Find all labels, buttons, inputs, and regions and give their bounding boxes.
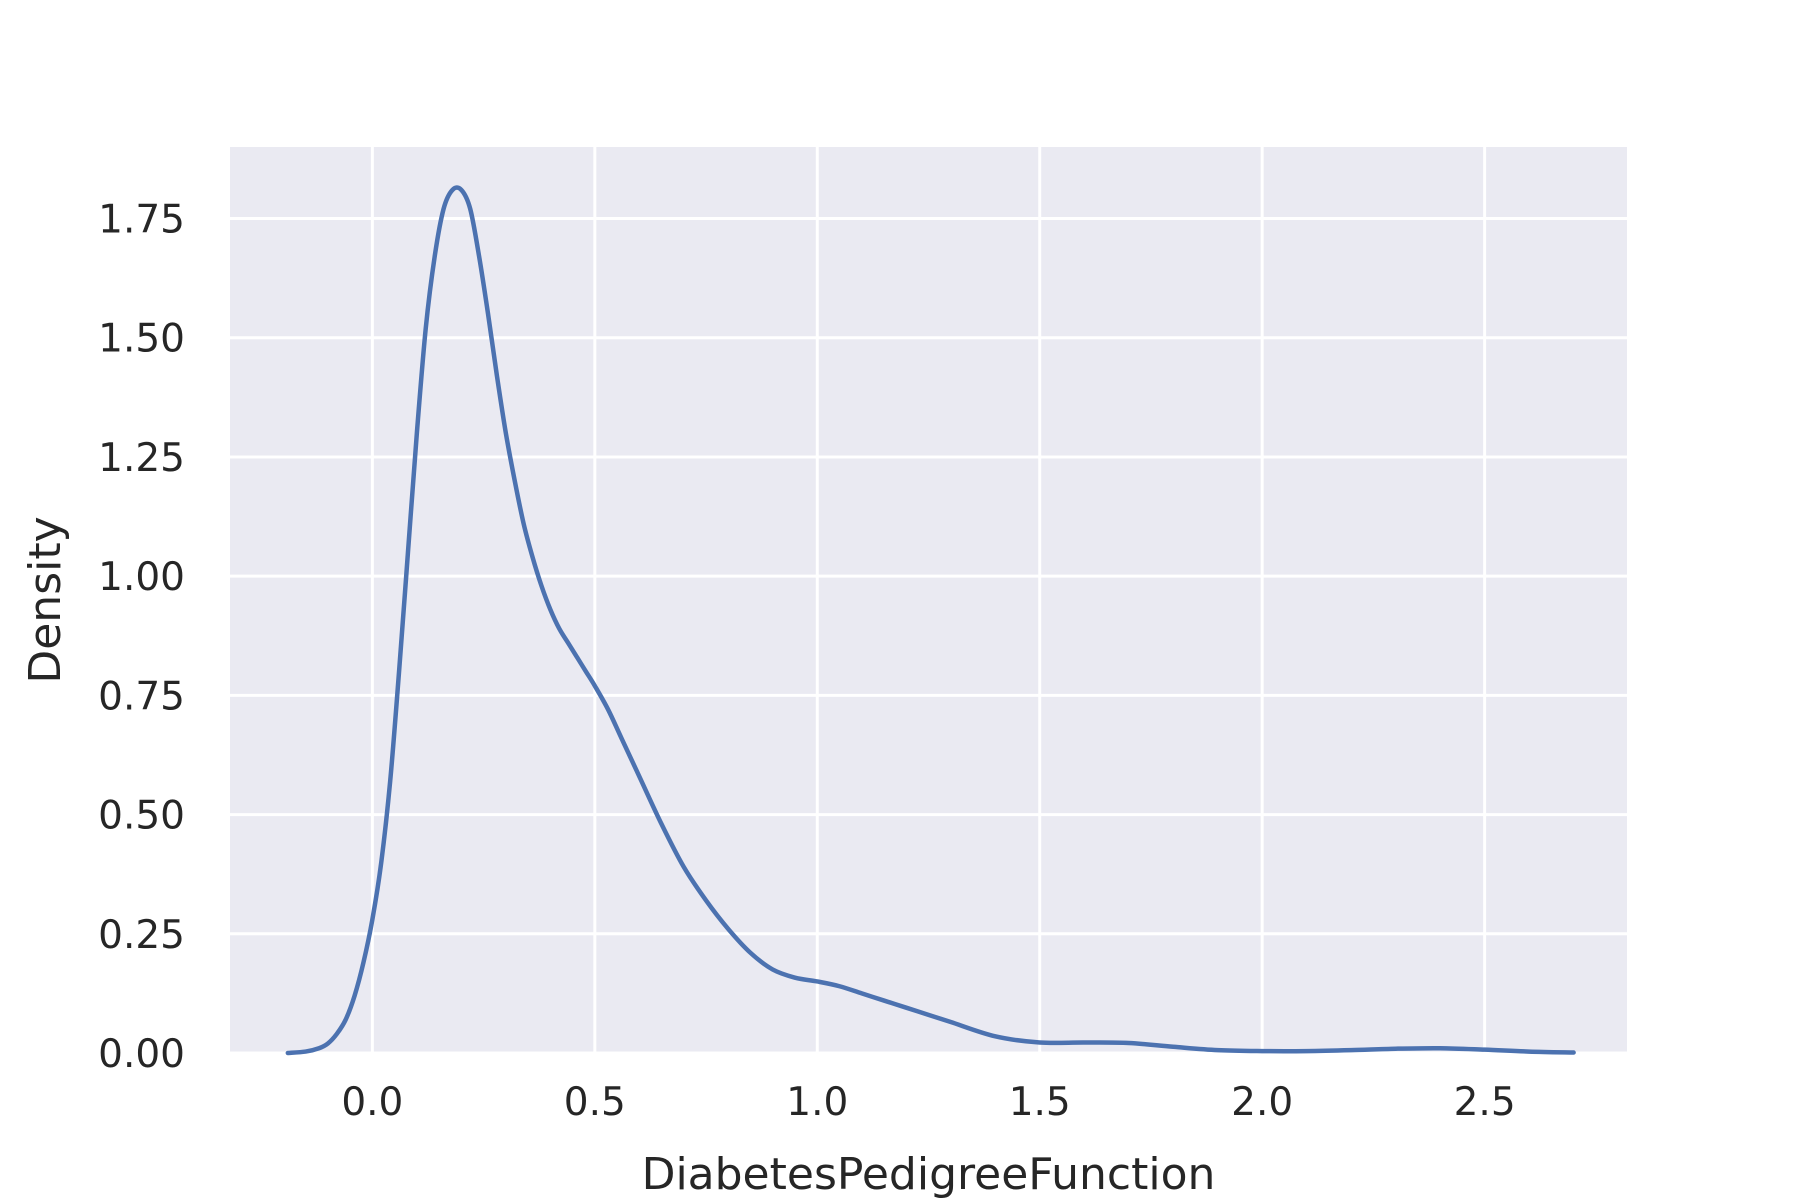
tick-labels: 0.0 0.5 1.0 1.5 2.0 2.5 0.00 0.25 0.50 0.75 1.00 1.…: [98, 198, 1515, 1125]
x-tick-label: 2.0: [1231, 1080, 1293, 1125]
y-tick-label: 0.50: [98, 794, 185, 839]
y-tick-label: 0.25: [98, 913, 185, 958]
y-tick-label: 0.75: [98, 674, 185, 719]
plot-area: [230, 147, 1627, 1053]
x-tick-label: 0.0: [341, 1080, 403, 1125]
y-tick-label: 1.00: [98, 555, 185, 600]
x-tick-label: 1.0: [786, 1080, 848, 1125]
y-tick-label: 1.50: [98, 317, 185, 362]
density-curve: [285, 185, 1576, 1056]
x-tick-label: 2.5: [1454, 1080, 1516, 1125]
y-axis-label: Density: [20, 516, 71, 683]
y-tick-label: 0.00: [98, 1032, 185, 1077]
grid-lines: [230, 147, 1627, 1055]
y-tick-label: 1.25: [98, 436, 185, 481]
x-tick-label: 0.5: [564, 1080, 626, 1125]
x-tick-label: 1.5: [1009, 1080, 1071, 1125]
x-axis-label: DiabetesPedigreeFunction: [642, 1149, 1216, 1200]
y-tick-label: 1.75: [98, 198, 185, 243]
